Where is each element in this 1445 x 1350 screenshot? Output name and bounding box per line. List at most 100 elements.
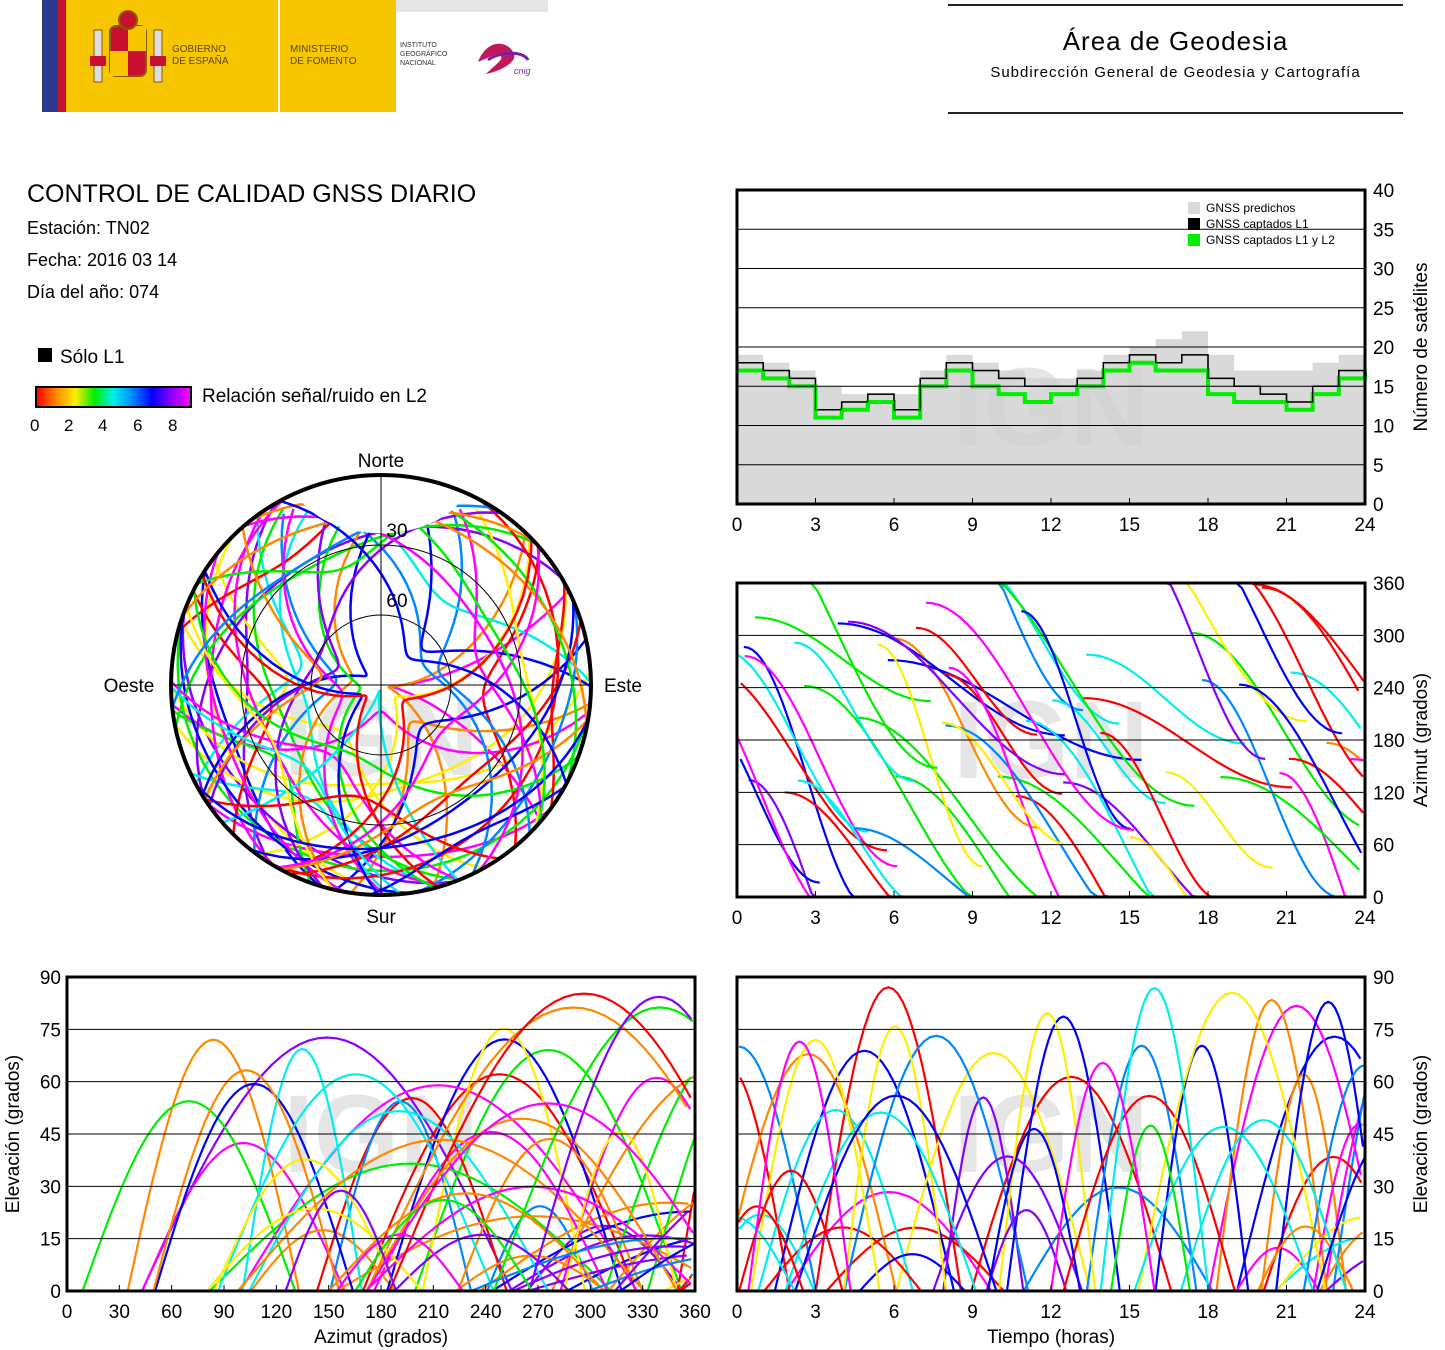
azimuth-track bbox=[1100, 731, 1224, 899]
y-tick-label: 60 bbox=[40, 1073, 61, 1094]
elevation-time-track bbox=[1207, 1004, 1362, 1292]
legend-swatch bbox=[1188, 234, 1200, 246]
skyplot-track bbox=[195, 719, 590, 851]
elevation-azimuth-track bbox=[336, 1233, 464, 1292]
elevation-azimuth-track bbox=[614, 1211, 689, 1292]
label-east: Este bbox=[604, 676, 642, 697]
elevation-azimuth-track bbox=[528, 995, 693, 1292]
skyplot-track bbox=[393, 507, 546, 825]
elevation-time-track bbox=[1276, 1216, 1360, 1292]
skyplot-track bbox=[203, 526, 323, 800]
skyplot-horizon bbox=[169, 473, 593, 897]
x-tick-label: 21 bbox=[1276, 515, 1297, 536]
elevation-azimuth-track bbox=[217, 1073, 495, 1292]
x-tick-label: 210 bbox=[417, 1302, 449, 1323]
azimuth-track bbox=[1288, 757, 1364, 814]
x-tick-label: 3 bbox=[810, 1302, 821, 1323]
area-title: Área de Geodesia bbox=[1062, 26, 1289, 56]
y-tick-label: 15 bbox=[1373, 1230, 1394, 1251]
elevation-azimuth-track bbox=[141, 1141, 346, 1292]
skyplot-track bbox=[185, 604, 334, 891]
x-tick-label: 240 bbox=[470, 1302, 502, 1323]
skyplot-track bbox=[203, 551, 345, 893]
skyplot-track bbox=[201, 504, 388, 796]
y-tick-label: 75 bbox=[1373, 1020, 1394, 1041]
skyplot-track bbox=[475, 509, 544, 829]
x-tick-label: 6 bbox=[889, 908, 900, 929]
elevation-time-track bbox=[1005, 1015, 1121, 1292]
elevation-time-track bbox=[1256, 1225, 1355, 1292]
azimuth-track bbox=[1350, 758, 1364, 762]
elevation-azimuth-track bbox=[327, 1192, 605, 1292]
elevation-azimuth-track bbox=[527, 1254, 687, 1293]
elevation-azimuth-track bbox=[213, 1158, 398, 1292]
skyplot-track bbox=[274, 511, 501, 888]
elevation-azimuth-track bbox=[413, 1048, 683, 1292]
x-tick-label: 0 bbox=[732, 908, 743, 929]
snr-tick: 0 bbox=[30, 416, 40, 435]
y-tick-label: 240 bbox=[1373, 679, 1405, 700]
elevation-azimuth-track bbox=[663, 1277, 690, 1292]
azimuth-track bbox=[925, 601, 1135, 831]
azimuth-track bbox=[1021, 610, 1131, 830]
x-tick-label: 21 bbox=[1276, 1302, 1297, 1323]
elevation-time-track bbox=[1312, 1123, 1363, 1292]
skyplot-track bbox=[169, 669, 592, 787]
azimuth-track bbox=[1165, 771, 1273, 869]
x-tick-label: 60 bbox=[161, 1302, 182, 1323]
y-tick-label: 90 bbox=[40, 968, 61, 989]
x-tick-label: 120 bbox=[260, 1302, 292, 1323]
azimuth-track bbox=[754, 616, 931, 703]
area-header-box bbox=[948, 4, 1403, 114]
snr-tick: 6 bbox=[133, 416, 143, 435]
y-tick-label: 60 bbox=[1373, 1073, 1394, 1094]
x-tick-label: 6 bbox=[889, 515, 900, 536]
x-tick-label: 90 bbox=[213, 1302, 234, 1323]
x-tick-label: 0 bbox=[62, 1302, 73, 1323]
elevation-time-track bbox=[794, 1094, 998, 1292]
x-tick-label: 24 bbox=[1354, 1302, 1376, 1323]
series-l1l2-line bbox=[737, 360, 1367, 420]
x-tick-label: 9 bbox=[967, 1302, 978, 1323]
elevation-time-track bbox=[1133, 1125, 1315, 1292]
legend-label: GNSS captados L1 y L2 bbox=[1206, 233, 1335, 247]
x-axis-label: Tiempo (horas) bbox=[987, 1327, 1115, 1348]
elevation-azimuth-track bbox=[354, 1198, 534, 1292]
elevation-azimuth-track bbox=[209, 1162, 612, 1292]
elevation-time-track bbox=[1085, 1044, 1198, 1292]
skyplot-track bbox=[192, 589, 580, 798]
elevation-time-track bbox=[1062, 1094, 1236, 1292]
y-tick-label: 30 bbox=[40, 1177, 61, 1198]
azimuth-track bbox=[1086, 653, 1246, 745]
plot-frame bbox=[735, 975, 1367, 1293]
skyplot-track bbox=[297, 516, 372, 890]
gov-line-1: GOBIERNO bbox=[172, 44, 226, 55]
plot-frame bbox=[735, 188, 1367, 506]
elevation-azimuth-track bbox=[588, 1258, 692, 1293]
elevation-time-track bbox=[1137, 991, 1327, 1292]
y-tick-label: 75 bbox=[40, 1020, 61, 1041]
ign-line-3: NACIONAL bbox=[400, 60, 436, 67]
ministry-line-2: DE FOMENTO bbox=[290, 56, 357, 67]
skyplot-track bbox=[481, 546, 541, 847]
elevation-time-track bbox=[825, 1226, 1005, 1292]
y-tick-label: 0 bbox=[50, 1282, 61, 1303]
y-tick-label: 0 bbox=[1373, 888, 1384, 909]
ministry-line-1: MINISTERIO bbox=[290, 44, 349, 55]
elevation-time-track bbox=[895, 1051, 1092, 1292]
snr-tick: 2 bbox=[64, 416, 74, 435]
azimuth-track bbox=[744, 655, 898, 868]
y-axis-label: Elevación (grados) bbox=[1411, 1055, 1432, 1213]
elevation-time-track bbox=[737, 1216, 796, 1292]
x-tick-label: 0 bbox=[732, 515, 743, 536]
skyplot-track bbox=[221, 689, 459, 882]
cnig-text: cnig bbox=[514, 66, 531, 76]
y-tick-label: 300 bbox=[1373, 626, 1405, 647]
elevation-time-track bbox=[1316, 1156, 1366, 1292]
snr-colorbar bbox=[35, 386, 192, 408]
azimuth-track bbox=[1190, 631, 1360, 827]
elevation-time-track bbox=[1302, 1064, 1365, 1292]
x-tick-label: 24 bbox=[1354, 515, 1376, 536]
x-tick-label: 15 bbox=[1119, 515, 1140, 536]
